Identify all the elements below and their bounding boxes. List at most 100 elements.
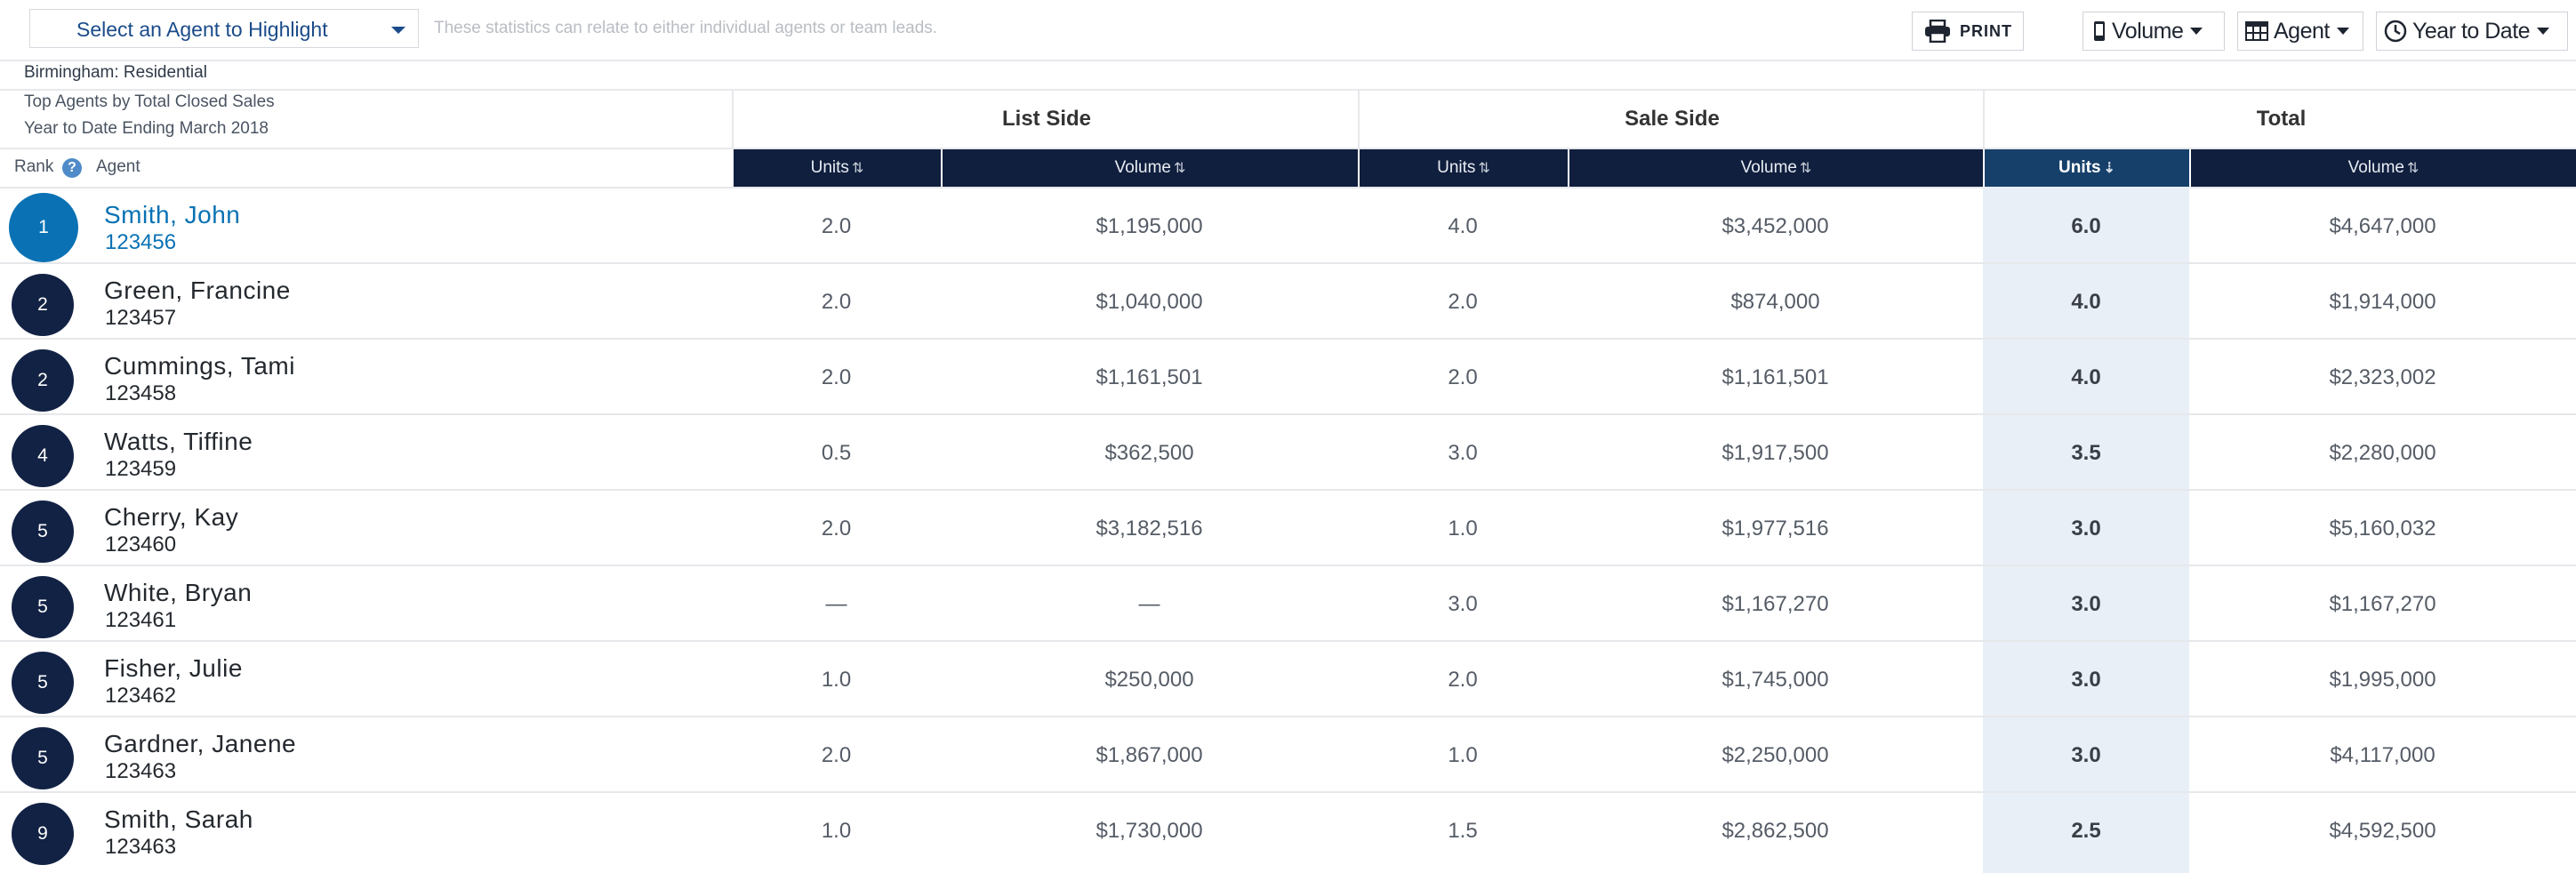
agent-name[interactable]: Smith, Sarah bbox=[104, 805, 253, 833]
rank-badge: 9 bbox=[12, 803, 74, 865]
sale-units-cell: 4.0 bbox=[1448, 214, 1478, 238]
column-list-units[interactable]: Units ⇅ bbox=[732, 149, 941, 187]
agent-name[interactable]: Green, Francine bbox=[104, 276, 291, 304]
total-volume-cell: $2,323,002 bbox=[2329, 365, 2436, 389]
total-volume-cell: $1,167,270 bbox=[2329, 592, 2436, 616]
row-divider bbox=[0, 262, 2576, 264]
table-row[interactable]: 5 Cherry, Kay 123460 2.0 $3,182,516 1.0 … bbox=[0, 491, 2576, 566]
list-volume-cell: $1,867,000 bbox=[1095, 743, 1203, 767]
market-title: Birmingham: Residential bbox=[24, 63, 207, 82]
clock-icon bbox=[2384, 20, 2407, 43]
column-sale-volume[interactable]: Volume ⇅ bbox=[1568, 149, 1983, 187]
divider bbox=[0, 148, 2576, 149]
sale-units-cell: 1.5 bbox=[1448, 819, 1478, 843]
table-row[interactable]: 5 White, Bryan 123461 — — 3.0 $1,167,270… bbox=[0, 566, 2576, 642]
sale-volume-cell: $1,745,000 bbox=[1721, 668, 1829, 692]
total-units-cell: 3.0 bbox=[2071, 743, 2101, 767]
rank-badge: 5 bbox=[12, 652, 74, 714]
rank-badge: 4 bbox=[12, 425, 74, 487]
divider bbox=[0, 60, 2576, 61]
table-row[interactable]: 2 Green, Francine 123457 2.0 $1,040,000 … bbox=[0, 264, 2576, 340]
list-units-cell: 0.5 bbox=[821, 441, 852, 465]
agent-dropdown[interactable]: Agent bbox=[2237, 12, 2363, 51]
column-list-volume[interactable]: Volume ⇅ bbox=[941, 149, 1358, 187]
agent-name[interactable]: Cummings, Tami bbox=[104, 352, 295, 380]
sale-units-cell: 2.0 bbox=[1448, 365, 1478, 389]
agent-id: 123458 bbox=[105, 381, 177, 405]
active-column-highlight bbox=[1983, 187, 2189, 873]
volume-dropdown[interactable]: Volume bbox=[2082, 12, 2225, 51]
agent-highlight-select[interactable]: Select an Agent to Highlight bbox=[29, 9, 419, 48]
list-volume-cell: $3,182,516 bbox=[1095, 517, 1203, 541]
list-volume-cell: $1,195,000 bbox=[1095, 214, 1203, 238]
column-total-volume[interactable]: Volume ⇅ bbox=[2189, 149, 2576, 187]
phone-icon bbox=[2094, 21, 2105, 41]
agent-name[interactable]: Cherry, Kay bbox=[104, 503, 239, 531]
table-row[interactable]: 1 Smith, John 123456 2.0 $1,195,000 4.0 … bbox=[0, 188, 2576, 264]
table-row[interactable]: 4 Watts, Tiffine 123459 0.5 $362,500 3.0… bbox=[0, 415, 2576, 491]
rank-badge: 2 bbox=[12, 274, 74, 336]
print-button[interactable]: PRINT bbox=[1912, 12, 2024, 51]
agent-name[interactable]: Watts, Tiffine bbox=[104, 428, 253, 455]
agent-highlight-select-label: Select an Agent to Highlight bbox=[76, 18, 328, 41]
chevron-down-icon bbox=[2336, 28, 2349, 35]
sort-desc-icon: ⇣ bbox=[2103, 161, 2115, 176]
sale-volume-cell: $1,161,501 bbox=[1721, 365, 1829, 389]
table-row[interactable]: 5 Fisher, Julie 123462 1.0 $250,000 2.0 … bbox=[0, 642, 2576, 717]
table-row[interactable]: 5 Gardner, Janene 123463 2.0 $1,867,000 … bbox=[0, 717, 2576, 793]
sale-units-cell: 3.0 bbox=[1448, 592, 1478, 616]
table-row[interactable]: 9 Smith, Sarah 123463 1.0 $1,730,000 1.5… bbox=[0, 793, 2576, 869]
question-icon[interactable]: ? bbox=[62, 158, 82, 178]
column-total-units[interactable]: Units ⇣ bbox=[1983, 149, 2189, 187]
row-divider bbox=[0, 413, 2576, 415]
agent-name[interactable]: White, Bryan bbox=[104, 579, 253, 606]
total-units-cell: 3.0 bbox=[2071, 668, 2101, 692]
table-row[interactable]: 2 Cummings, Tami 123458 2.0 $1,161,501 2… bbox=[0, 340, 2576, 415]
list-volume-cell: $1,730,000 bbox=[1095, 819, 1203, 843]
total-units-cell: 6.0 bbox=[2071, 214, 2101, 238]
table-icon bbox=[2245, 21, 2268, 41]
list-units-cell: — bbox=[825, 592, 847, 616]
total-units-cell: 2.5 bbox=[2071, 819, 2101, 843]
agent-name[interactable]: Gardner, Janene bbox=[104, 730, 297, 757]
volume-label: Volume bbox=[2112, 18, 2184, 44]
rank-badge: 5 bbox=[12, 727, 74, 789]
group-list-side: List Side bbox=[732, 91, 1360, 148]
list-units-cell: 1.0 bbox=[821, 819, 852, 843]
agent-id: 123462 bbox=[105, 684, 177, 708]
agent-id: 123459 bbox=[105, 457, 177, 481]
total-volume-cell: $4,117,000 bbox=[2330, 743, 2436, 767]
sort-icon: ⇅ bbox=[851, 161, 864, 176]
period-dropdown[interactable]: Year to Date bbox=[2376, 12, 2568, 51]
print-label: PRINT bbox=[1960, 21, 2012, 40]
column-sale-units[interactable]: Units ⇅ bbox=[1358, 149, 1568, 187]
sale-volume-cell: $2,250,000 bbox=[1721, 743, 1829, 767]
list-volume-cell: — bbox=[1138, 592, 1160, 616]
divider bbox=[0, 187, 2576, 188]
list-volume-cell: $362,500 bbox=[1104, 441, 1194, 465]
sale-volume-cell: $874,000 bbox=[1730, 290, 1820, 314]
sale-units-cell: 3.0 bbox=[1448, 441, 1478, 465]
total-units-cell: 4.0 bbox=[2071, 365, 2101, 389]
row-divider bbox=[0, 489, 2576, 491]
agent-name[interactable]: Smith, John bbox=[104, 201, 241, 228]
divider bbox=[0, 89, 2576, 91]
row-divider bbox=[0, 640, 2576, 642]
sale-units-cell: 2.0 bbox=[1448, 290, 1478, 314]
group-sale-side: Sale Side bbox=[1358, 91, 1985, 148]
list-volume-cell: $1,161,501 bbox=[1095, 365, 1203, 389]
agent-name[interactable]: Fisher, Julie bbox=[104, 654, 243, 682]
report-title: Top Agents by Total Closed Sales bbox=[24, 92, 275, 111]
list-units-cell: 2.0 bbox=[821, 365, 852, 389]
sale-units-cell: 1.0 bbox=[1448, 743, 1478, 767]
agent-id: 123463 bbox=[105, 835, 177, 859]
rank-badge: 5 bbox=[12, 501, 74, 563]
total-volume-cell: $5,160,032 bbox=[2329, 517, 2436, 541]
total-volume-cell: $1,995,000 bbox=[2329, 668, 2436, 692]
report-period: Year to Date Ending March 2018 bbox=[24, 119, 269, 138]
sale-volume-cell: $1,977,516 bbox=[1721, 517, 1829, 541]
list-units-cell: 2.0 bbox=[821, 290, 852, 314]
total-units-cell: 4.0 bbox=[2071, 290, 2101, 314]
list-units-cell: 2.0 bbox=[821, 743, 852, 767]
total-units-cell: 3.0 bbox=[2071, 592, 2101, 616]
